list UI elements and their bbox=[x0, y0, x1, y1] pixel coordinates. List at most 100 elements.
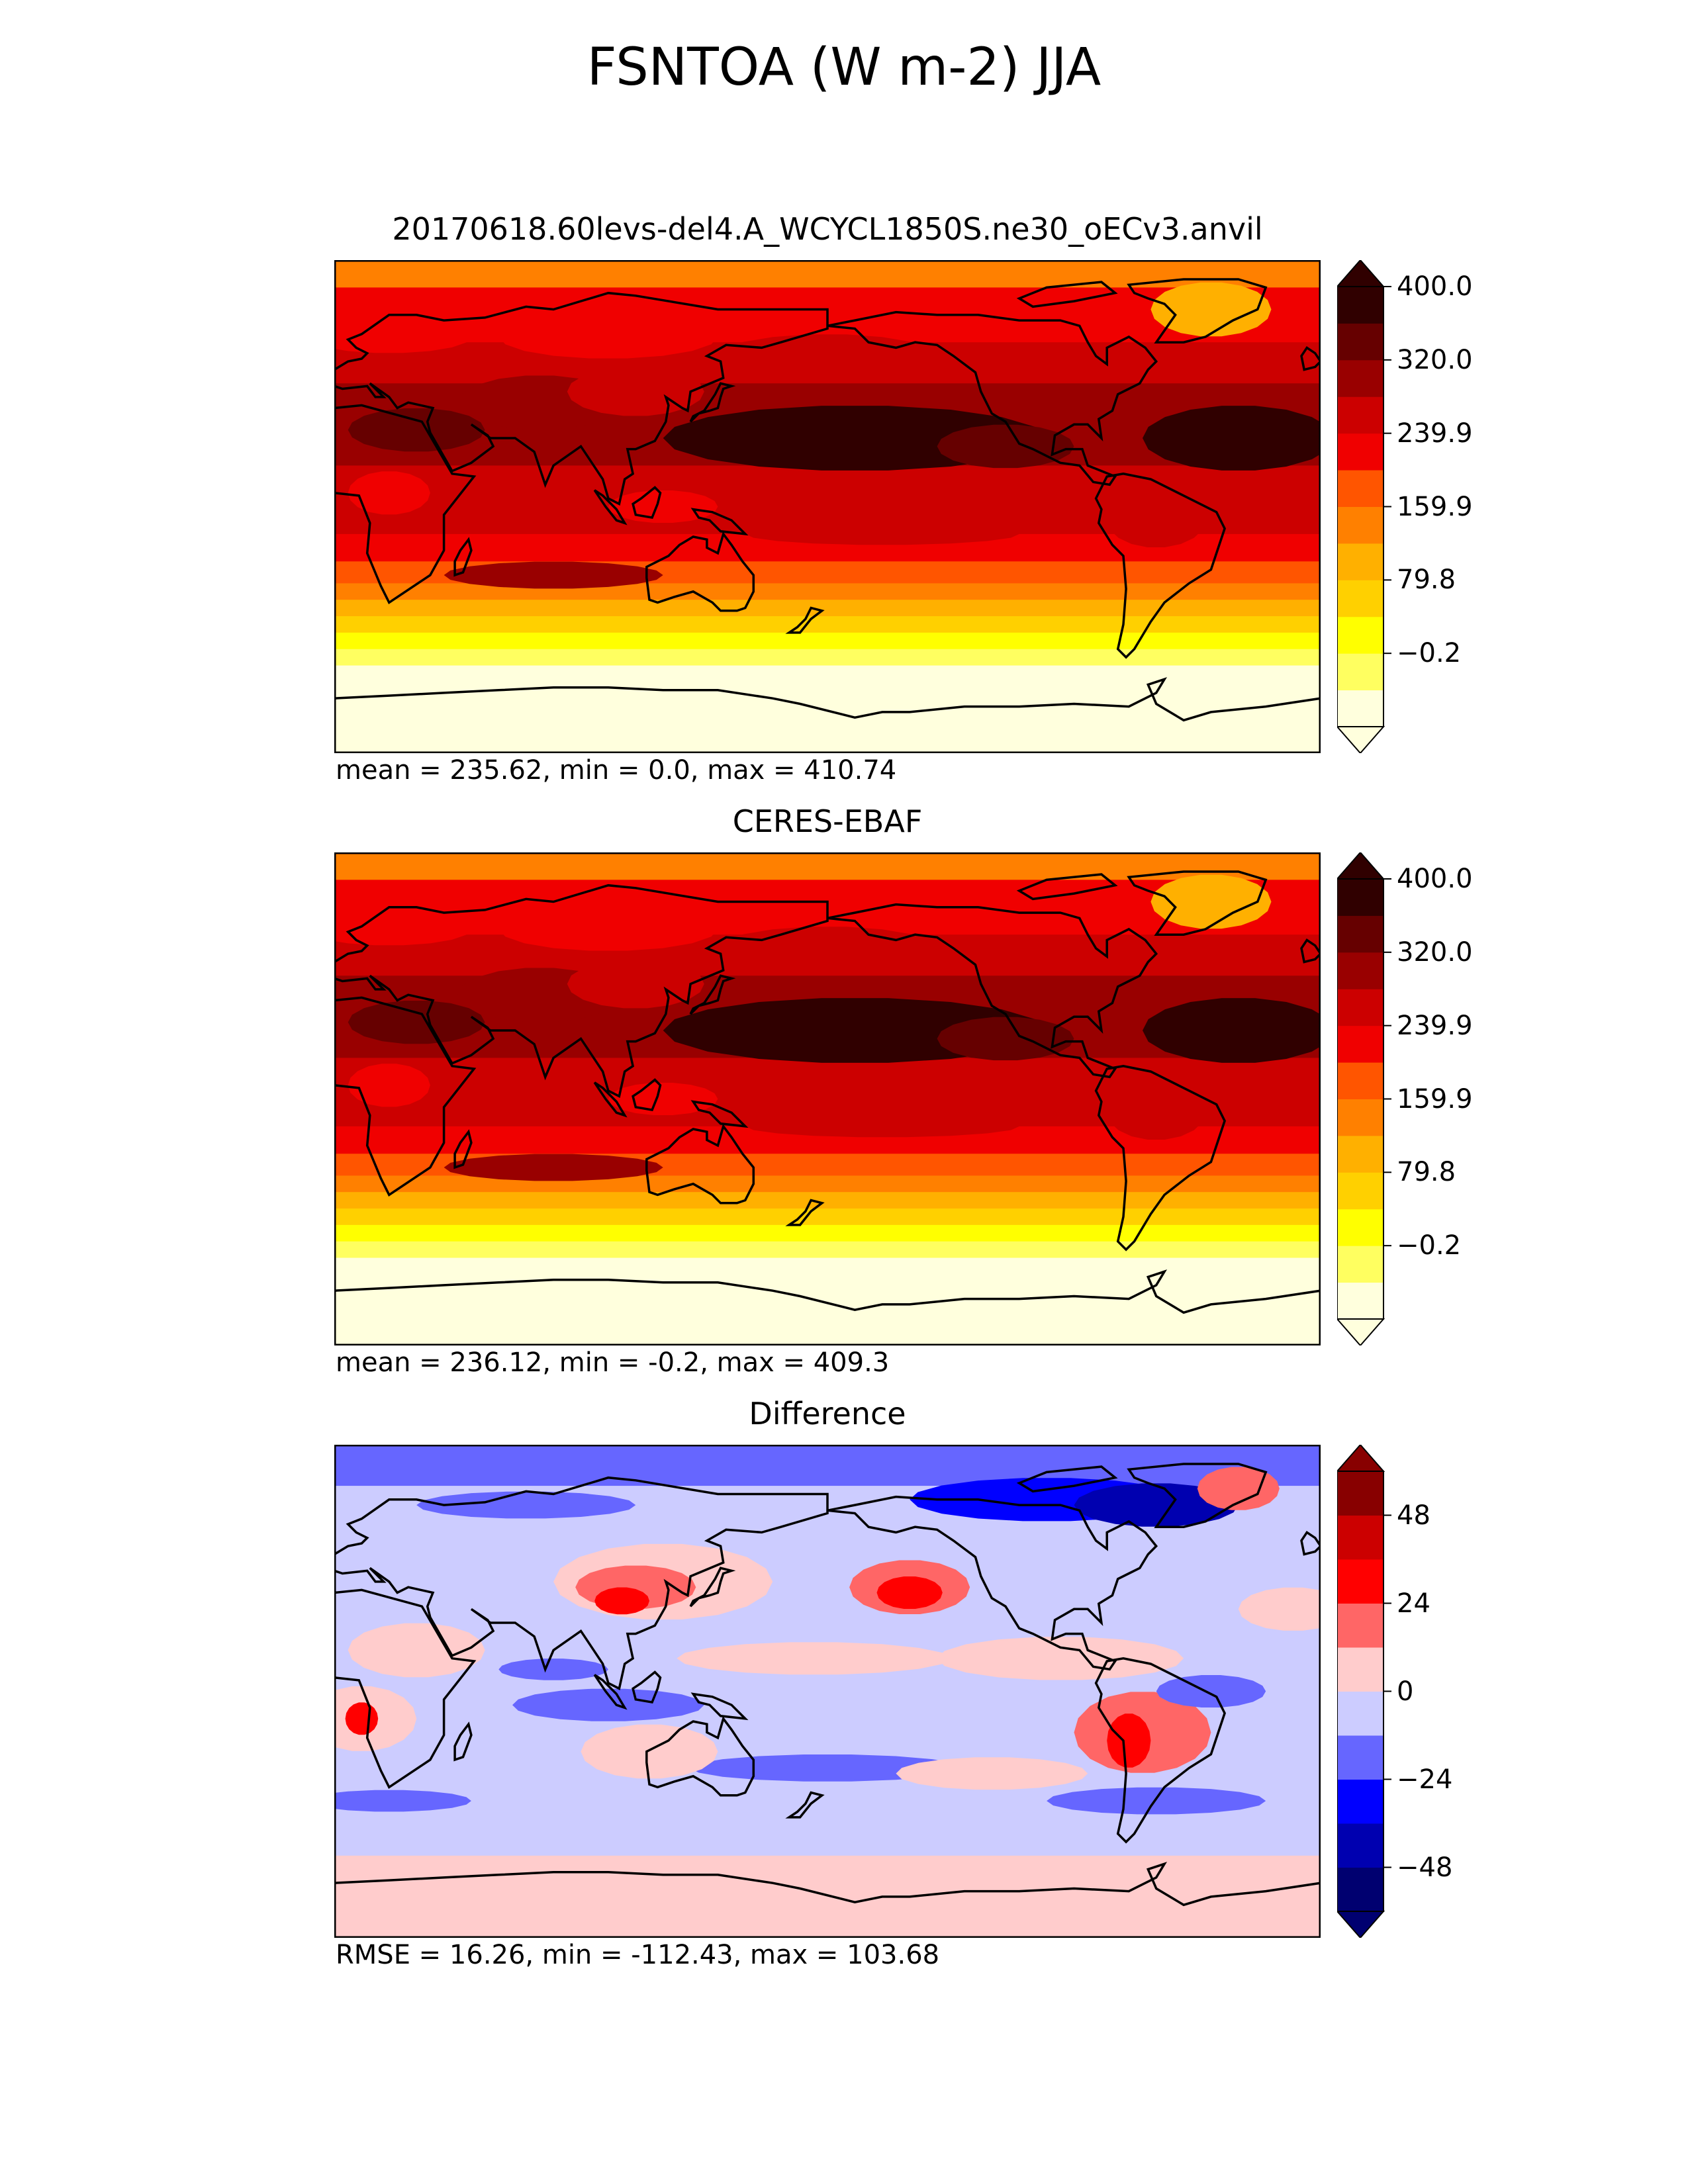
colorbar-segment-6 bbox=[1337, 470, 1383, 507]
diff-feature-16 bbox=[334, 1790, 471, 1812]
coastline-13 bbox=[1016, 281, 1118, 308]
stats-test: mean = 235.62, min = 0.0, max = 410.74 bbox=[336, 755, 897, 786]
colorbar-segment-3 bbox=[1337, 580, 1383, 617]
field-band-13 bbox=[334, 1241, 1321, 1259]
colorbar-tick-label: 400.0 bbox=[1397, 864, 1473, 894]
coastline-2 bbox=[827, 903, 1158, 1079]
panel-title-test: 20170618.60levs-del4.A_WCYCL1850S.ne30_o… bbox=[392, 211, 1263, 247]
colorbar-reference: 400.0 320.0 239.9 159.9 79.8 −0.2 bbox=[1337, 852, 1473, 1345]
field-band-10 bbox=[334, 1192, 1321, 1209]
map-reference bbox=[334, 852, 1321, 1345]
field-feature-13 bbox=[1107, 1085, 1206, 1140]
diff-feature-13 bbox=[512, 1688, 704, 1721]
coastline-antarctica bbox=[334, 1269, 1321, 1345]
diff-feature-11 bbox=[348, 1623, 485, 1678]
colorbar-segment-8 bbox=[1337, 396, 1383, 434]
coastline-0 bbox=[334, 1588, 477, 1789]
colorbar-segment-1 bbox=[1337, 1246, 1383, 1283]
diff-feature-15 bbox=[690, 1754, 964, 1782]
field-band-11 bbox=[334, 616, 1321, 633]
colorbar-extend-min bbox=[1337, 1318, 1385, 1345]
coastline-4 bbox=[645, 531, 755, 612]
field-feature-5 bbox=[745, 1115, 1019, 1138]
colorbar-segment-0 bbox=[1337, 1282, 1383, 1320]
colorbar-tick-label: 24 bbox=[1397, 1588, 1430, 1619]
colorbar-segment-5 bbox=[1337, 506, 1383, 544]
colorbar-segment-0 bbox=[1337, 690, 1383, 727]
field-feature-9 bbox=[1150, 874, 1272, 929]
map-frame bbox=[334, 852, 1321, 1345]
diff-feature-17 bbox=[1047, 1787, 1266, 1815]
colorbar-segment-9 bbox=[1337, 1471, 1383, 1516]
colorbar-tick-label: −48 bbox=[1397, 1852, 1453, 1883]
colorbar-segment-10 bbox=[1337, 323, 1383, 361]
field-feature-8 bbox=[718, 334, 937, 378]
coastlines bbox=[334, 1463, 1321, 1938]
field-band-12 bbox=[334, 1224, 1321, 1242]
field-band-0 bbox=[334, 260, 1321, 288]
diff-feature-6 bbox=[937, 1637, 1184, 1680]
colorbar-segment-4 bbox=[1337, 1691, 1383, 1736]
map-frame bbox=[334, 1445, 1321, 1938]
map-svg bbox=[334, 260, 1321, 753]
colorbar-tick-label: 239.9 bbox=[1397, 418, 1473, 449]
colorbar-extend-min bbox=[1337, 726, 1385, 753]
panel-title-difference: Difference bbox=[749, 1396, 906, 1432]
map-test bbox=[334, 260, 1321, 753]
colorbar-svg bbox=[1337, 1445, 1391, 1938]
colorbar-test: 400.0 320.0 239.9 159.9 79.8 −0.2 bbox=[1337, 260, 1473, 753]
colorbar-segment-4 bbox=[1337, 1135, 1383, 1173]
coastline-7 bbox=[632, 1670, 662, 1704]
colorbar-segment-1 bbox=[1337, 653, 1383, 691]
field-feature-1 bbox=[1143, 998, 1321, 1063]
coastline-10 bbox=[785, 1199, 825, 1226]
diff-band-0 bbox=[334, 1445, 1321, 1486]
colorbar-segment-5 bbox=[1337, 1099, 1383, 1136]
coastline-1 bbox=[334, 884, 829, 1098]
stats-reference: mean = 236.12, min = -0.2, max = 409.3 bbox=[336, 1347, 890, 1378]
field-feature-2 bbox=[348, 408, 485, 452]
colorbar-tick-label: 239.9 bbox=[1397, 1010, 1473, 1041]
colorbar-extend-max bbox=[1337, 1445, 1385, 1472]
panel-title-reference: CERES-EBAF bbox=[732, 803, 923, 839]
coastline-9 bbox=[689, 382, 736, 423]
colorbar-tick-label: −0.2 bbox=[1397, 1230, 1462, 1261]
colorbar-segment-3 bbox=[1337, 1172, 1383, 1210]
diff-feature-14 bbox=[498, 1659, 608, 1680]
diff-feature-21 bbox=[416, 1491, 636, 1519]
diff-feature-24 bbox=[896, 1757, 1088, 1790]
colorbar-segment-8 bbox=[1337, 1515, 1383, 1560]
colorbar-difference: 48 24 0 −24 −48 bbox=[1337, 1445, 1470, 1938]
colorbar-tick-label: 400.0 bbox=[1397, 271, 1473, 302]
field-feature-11 bbox=[498, 907, 718, 951]
figure-title: FSNTOA (W m-2) JJA bbox=[586, 38, 1102, 97]
colorbar-segment-8 bbox=[1337, 989, 1383, 1026]
colorbar-tick-label: 48 bbox=[1397, 1500, 1430, 1531]
colorbar-segment-1 bbox=[1337, 1823, 1383, 1868]
field-band-14 bbox=[334, 1257, 1321, 1345]
coastline-2 bbox=[827, 1495, 1158, 1671]
colorbar-tick-label: 320.0 bbox=[1397, 936, 1473, 968]
colorbar-segment-5 bbox=[1337, 1647, 1383, 1692]
field-feature-7 bbox=[567, 960, 704, 1009]
coastline-11 bbox=[1300, 345, 1321, 371]
colorbar-segment-3 bbox=[1337, 1735, 1383, 1780]
field-feature-2 bbox=[348, 1001, 485, 1044]
diff-band-3 bbox=[334, 1814, 1321, 1856]
coastline-2 bbox=[827, 310, 1158, 486]
stats-difference: RMSE = 16.26, min = -112.43, max = 103.6… bbox=[336, 1940, 940, 1970]
colorbar-tick-label: 159.9 bbox=[1397, 491, 1473, 522]
coastline-11 bbox=[1300, 938, 1321, 964]
colorbar-tick-label: 320.0 bbox=[1397, 344, 1473, 375]
field-feature-1 bbox=[1143, 406, 1321, 471]
colorbar-segment-6 bbox=[1337, 1062, 1383, 1099]
colorbar-segment-9 bbox=[1337, 359, 1383, 397]
coastline-12 bbox=[453, 1129, 473, 1169]
colorbar-segment-2 bbox=[1337, 616, 1383, 654]
coastline-9 bbox=[689, 974, 736, 1015]
colorbar-tick-label: 79.8 bbox=[1397, 565, 1456, 596]
coastline-5 bbox=[1127, 278, 1268, 343]
coastline-13 bbox=[1016, 873, 1118, 901]
map-frame bbox=[334, 260, 1321, 753]
field-band-11 bbox=[334, 1208, 1321, 1226]
